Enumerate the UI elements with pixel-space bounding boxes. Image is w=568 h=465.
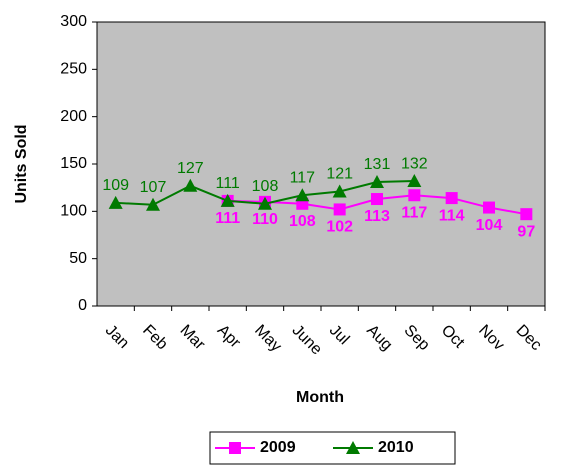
y-tick-label: 250 [60, 61, 87, 78]
x-tick-label: Jan [102, 322, 132, 352]
data-label: 117 [290, 169, 316, 186]
x-tick-label: Nov [475, 322, 507, 354]
marker [332, 184, 347, 198]
data-label: 114 [439, 207, 465, 224]
x-tick-label: May [251, 322, 284, 355]
x-tick-label: Feb [139, 322, 171, 354]
marker [408, 189, 421, 202]
data-label: 127 [177, 160, 204, 177]
x-tick-label: Mar [177, 322, 209, 354]
marker [346, 441, 360, 454]
plot-area [96, 21, 546, 307]
legend-label: 2010 [378, 439, 414, 456]
x-tick-label: Dec [513, 322, 545, 354]
data-label: 117 [401, 204, 427, 221]
legend-label: 2009 [260, 439, 296, 456]
marker [333, 203, 346, 216]
x-tick-label: Aug [363, 322, 395, 354]
marker [445, 192, 458, 205]
marker [229, 442, 241, 454]
data-label: 113 [364, 208, 390, 225]
marker [220, 193, 235, 207]
data-label: 108 [252, 178, 279, 195]
marker [183, 178, 198, 192]
x-tick-label: Jul [326, 322, 352, 348]
marker [258, 196, 272, 210]
marker [520, 208, 533, 221]
marker [370, 174, 384, 188]
x-tick-label: Sep [401, 322, 433, 354]
marker [483, 201, 495, 214]
data-label: 104 [476, 217, 503, 234]
y-tick-label: 100 [60, 203, 87, 220]
data-label: 102 [326, 219, 353, 236]
data-label: 107 [140, 179, 167, 196]
y-tick-label: 0 [78, 297, 87, 314]
data-label: 132 [401, 155, 428, 172]
y-tick-label: 150 [60, 155, 87, 172]
marker [146, 197, 160, 211]
x-axis-title: Month [296, 389, 344, 406]
data-label: 111 [216, 175, 240, 192]
marker [295, 188, 310, 202]
marker [108, 195, 123, 209]
data-label: 110 [252, 211, 278, 228]
y-tick-label: 50 [69, 250, 87, 267]
x-tick-label: June [289, 322, 326, 359]
y-tick-label: 200 [60, 108, 87, 125]
x-tick-label: Oct [438, 322, 468, 352]
marker [407, 174, 422, 188]
y-axis-title: Units Sold [13, 124, 30, 203]
data-label: 97 [517, 223, 535, 240]
x-tick-label: Apr [214, 322, 244, 352]
data-label: 109 [102, 177, 129, 194]
marker [371, 193, 383, 206]
data-label: 108 [289, 213, 316, 230]
y-tick-label: 300 [60, 13, 87, 30]
data-label: 121 [326, 166, 353, 183]
data-label: 111 [215, 210, 240, 227]
data-label: 131 [364, 156, 391, 173]
